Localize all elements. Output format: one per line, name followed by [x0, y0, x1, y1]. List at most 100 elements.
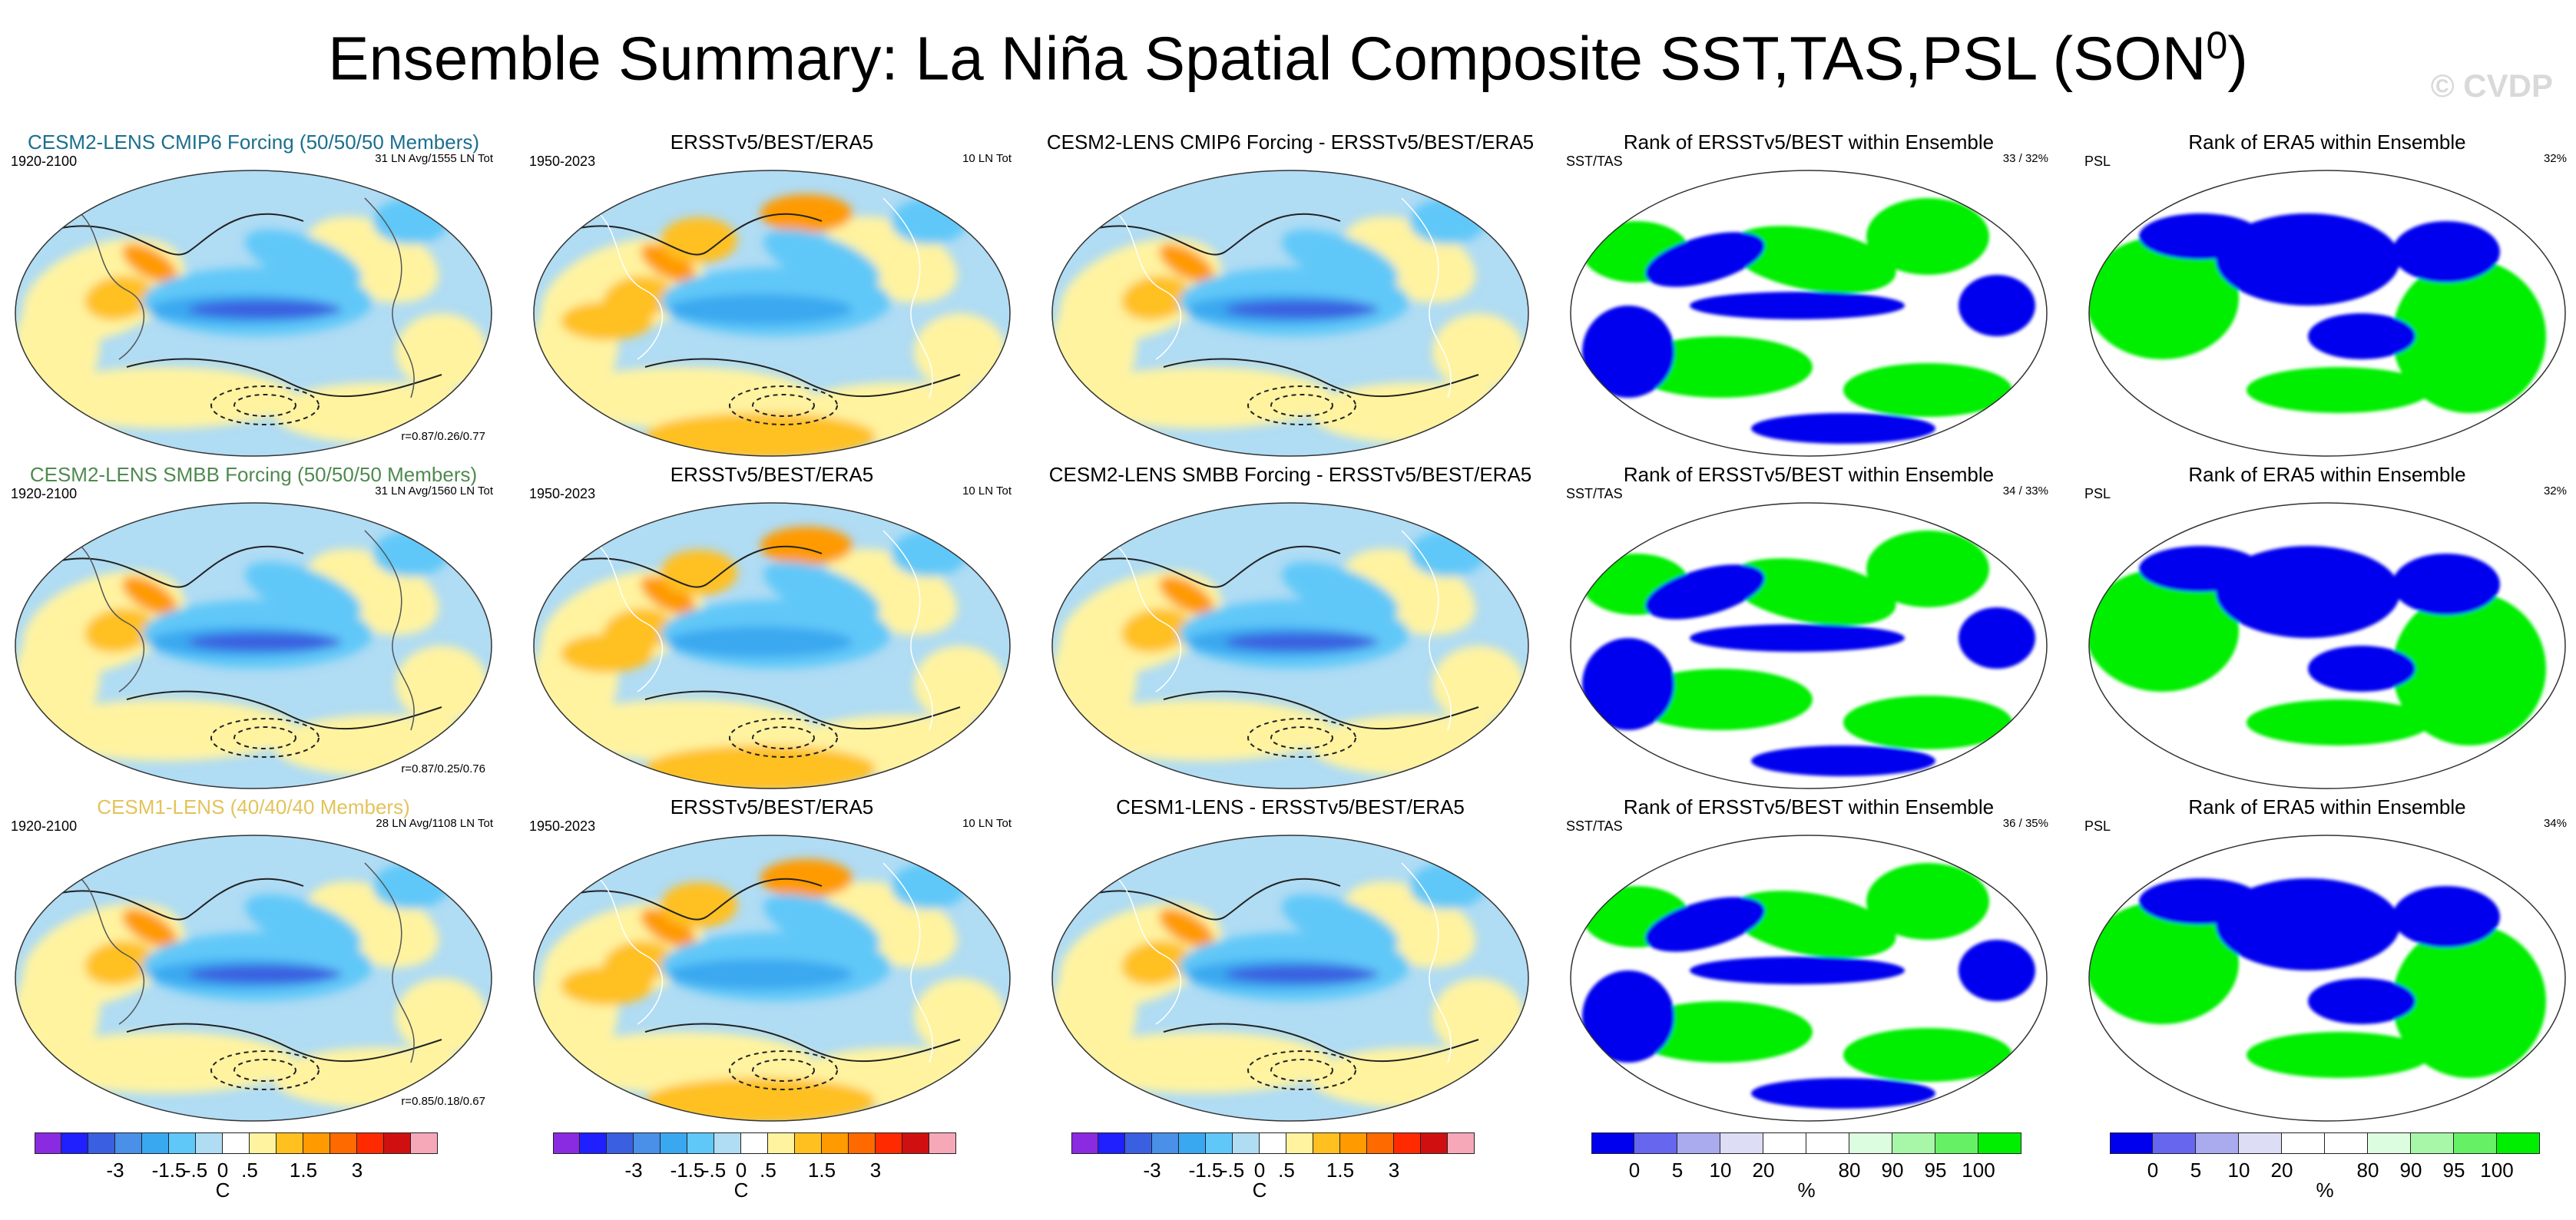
globe-outline — [15, 170, 492, 457]
colorbar-tick-label: 100 — [1962, 1159, 1995, 1182]
psl-contour — [1094, 213, 1341, 256]
period-label: 1920-2100 — [11, 818, 78, 834]
colorbar-swatch — [1340, 1132, 1367, 1154]
colorbar-swatch — [2497, 1132, 2540, 1154]
period-label: 1950-2023 — [529, 818, 596, 834]
colorbar-swatch — [1935, 1132, 1978, 1154]
rank-percent-label: 34 / 33% — [2002, 484, 2048, 498]
coastline — [1117, 878, 1182, 1025]
count-label: 31 LN Avg/1560 LN Tot — [375, 484, 493, 498]
obs-composite-map — [533, 170, 1011, 457]
psl-contour — [1270, 394, 1333, 417]
colorbar-tick-label: -3 — [1143, 1159, 1161, 1182]
globe-outline — [15, 502, 492, 789]
warm-anomaly — [1121, 941, 1190, 985]
coastline — [1401, 197, 1452, 398]
rank-percent-label: 32% — [2543, 152, 2567, 165]
colorbar-tick-label: 3 — [351, 1159, 363, 1182]
globe-outline — [2088, 170, 2566, 457]
panel-obs-row3: ERSSTv5/BEST/ERA5 1950-2023 10 LN Tot — [526, 795, 1018, 1126]
warm-anomaly — [396, 978, 488, 1055]
colorbar-tick-label: -3 — [624, 1159, 643, 1182]
colorbar-swatch — [1892, 1132, 1935, 1154]
colorbar-unit: % — [1797, 1179, 1816, 1202]
high-rank-region — [2247, 699, 2431, 746]
coastline — [80, 545, 145, 693]
coastline — [882, 862, 933, 1063]
warm-anomaly — [122, 576, 177, 616]
psl-contour — [126, 690, 442, 730]
cold-anomaly — [245, 561, 362, 623]
colorbar-temp-2: -3 -1.5 -.5 0 .5 1.5 3 C — [553, 1132, 983, 1209]
low-rank-region — [1645, 897, 1765, 952]
psl-contour — [575, 878, 823, 921]
colorbar-swatch — [1978, 1132, 2021, 1154]
warm-anomaly — [553, 1032, 814, 1093]
cold-anomaly — [1225, 965, 1379, 984]
warm-anomaly — [553, 699, 814, 761]
psl-contour — [210, 718, 320, 758]
low-rank-region — [1958, 607, 2035, 669]
warm-anomaly — [760, 527, 853, 565]
colorbar-swatch — [607, 1132, 634, 1154]
colorbar-swatch — [714, 1132, 741, 1154]
warm-anomaly — [914, 646, 1006, 722]
pattern-corr-label: r=0.85/0.18/0.67 — [401, 1095, 485, 1108]
high-rank-region — [2247, 367, 2431, 413]
psl-contour — [644, 690, 961, 730]
colorbar-swatch — [223, 1132, 250, 1154]
colorbar-tick-label: 1.5 — [807, 1159, 836, 1182]
rank-map — [1570, 170, 2048, 457]
count-label: 10 LN Tot — [962, 817, 1012, 830]
variable-label: SST/TAS — [1566, 154, 1623, 169]
colorbar-tick-label: 95 — [2442, 1159, 2465, 1182]
warm-anomaly — [84, 608, 154, 653]
warm-anomaly — [1052, 623, 1137, 730]
colorbar-swatch — [849, 1132, 876, 1154]
globe-outline — [1051, 170, 1529, 457]
high-rank-region — [2089, 901, 2239, 1024]
colorbar-swatch — [1720, 1132, 1763, 1154]
colorbar-tick-label: 3 — [1388, 1159, 1400, 1182]
low-rank-region — [1751, 413, 1935, 444]
panel-title: CESM2-LENS SMBB Forcing (50/50/50 Member… — [29, 463, 478, 486]
colorbar-swatch — [1179, 1132, 1206, 1154]
warm-anomaly — [645, 1078, 876, 1121]
colorbar-tick-label: 0 — [2147, 1159, 2159, 1182]
colorbar-tick-label: -.5 — [1220, 1159, 1245, 1182]
warm-anomaly — [35, 1032, 296, 1093]
warm-anomaly — [122, 908, 177, 948]
psl-contour — [575, 545, 823, 588]
panel-diff-row3: CESM1-LENS - ERSSTv5/BEST/ERA5 — [1045, 795, 1536, 1126]
colorbar-swatch — [2368, 1132, 2411, 1154]
high-rank-region — [1866, 863, 1989, 940]
period-label: 1950-2023 — [529, 154, 596, 169]
coastline — [1401, 530, 1452, 731]
psl-contour — [752, 394, 815, 417]
colorbar-unit: % — [2316, 1179, 2334, 1202]
warm-anomaly — [1071, 367, 1333, 428]
variable-label: PSL — [2084, 486, 2111, 501]
coastline — [80, 878, 145, 1025]
panel-title: ERSSTv5/BEST/ERA5 — [670, 131, 874, 154]
colorbar-swatch — [2196, 1132, 2239, 1154]
cvdp-watermark: © CVDP — [2430, 68, 2553, 104]
psl-contour — [1270, 726, 1333, 749]
colorbar-swatch — [250, 1132, 276, 1154]
psl-contour — [57, 878, 304, 921]
colorbar-swatch — [1677, 1132, 1720, 1154]
warm-anomaly — [661, 550, 737, 596]
colorbar-tick-label: 5 — [1671, 1159, 1684, 1182]
colorbar-tick-label: 10 — [1709, 1159, 1732, 1182]
warm-anomaly — [645, 746, 876, 789]
warm-anomaly — [1071, 699, 1333, 761]
colorbar-swatch — [580, 1132, 607, 1154]
colorbar-tick-label: 20 — [2270, 1159, 2293, 1182]
panel-rank-sst-row3: Rank of ERSSTv5/BEST within Ensemble SST… — [1563, 795, 2055, 1126]
colorbar-swatch — [634, 1132, 661, 1154]
colorbar-swatch — [876, 1132, 902, 1154]
cold-anomaly — [668, 627, 853, 657]
warm-anomaly — [914, 978, 1006, 1055]
panel-title: Rank of ERA5 within Ensemble — [2188, 795, 2466, 818]
colorbar-swatch — [1394, 1132, 1421, 1154]
